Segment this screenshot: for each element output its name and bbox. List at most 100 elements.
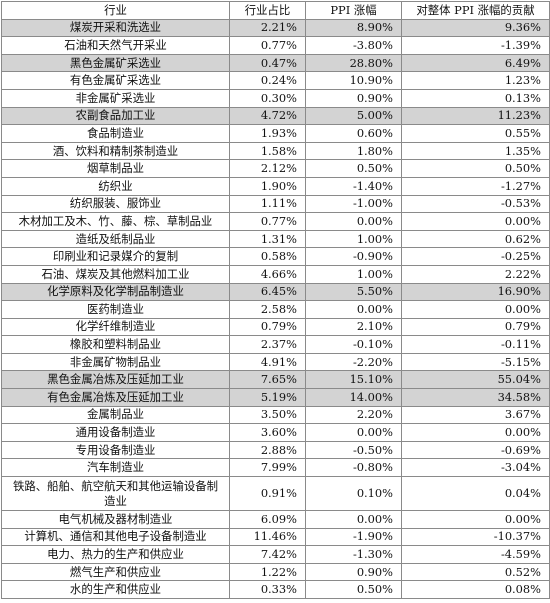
industry-cell: 黑色金属矿采选业 (1, 53, 230, 73)
contribution-cell: 16.90% (401, 282, 550, 302)
contribution-cell: 34.58% (401, 388, 550, 407)
industry-cell: 印刷业和记录媒介的复制 (1, 247, 230, 266)
table-row: 烟草制品业 2.12% 0.50% 0.50% (1, 159, 550, 178)
table-row: 汽车制造业 7.99% -0.80% -3.04% (1, 458, 550, 478)
contribution-cell: -5.15% (401, 352, 550, 372)
contribution-cell: -0.25% (401, 247, 550, 266)
share-cell: 1.31% (229, 229, 306, 249)
industry-cell: 电气机械及器材制造业 (1, 510, 230, 529)
table-body: 煤炭开采和洗选业 2.21% 8.90% 9.36% 石油和天然气开采业 0.77% -3.… (1, 18, 550, 599)
ppi-cell: 0.00% (305, 510, 402, 529)
industry-cell: 纺织服装、服饰业 (1, 194, 230, 214)
ppi-cell: -3.80% (305, 36, 402, 55)
table-row: 橡胶和塑料制品业 2.37% -0.10% -0.11% (1, 335, 550, 354)
ppi-cell: 0.90% (305, 562, 402, 582)
share-cell: 1.58% (229, 141, 306, 161)
ppi-cell: -2.20% (305, 352, 402, 372)
contribution-cell: 0.52% (401, 562, 550, 582)
table-row: 酒、饮料和精制茶制造业 1.58% 1.80% 1.35% (1, 141, 550, 161)
contribution-cell: 0.50% (401, 159, 550, 178)
ppi-cell: 2.20% (305, 405, 402, 425)
table-row: 计算机、通信和其他电子设备制造业 11.46% -1.90% -10.37% (1, 527, 550, 547)
contribution-cell: -0.69% (401, 440, 550, 460)
industry-cell: 专用设备制造业 (1, 440, 230, 460)
industry-cell: 燃气生产和供应业 (1, 562, 230, 582)
industry-cell: 水的生产和供应业 (1, 580, 230, 599)
industry-cell: 食品制造业 (1, 124, 230, 143)
contribution-cell: 1.23% (401, 71, 550, 90)
share-cell: 1.93% (229, 124, 306, 143)
ppi-cell: -0.80% (305, 458, 402, 478)
ppi-cell: -1.30% (305, 545, 402, 564)
contribution-cell: 2.22% (401, 264, 550, 284)
contribution-cell: 9.36% (401, 18, 550, 38)
share-cell: 2.37% (229, 335, 306, 354)
share-cell: 0.77% (229, 212, 306, 231)
industry-cell: 木材加工及木、竹、藤、棕、草制品业 (1, 212, 230, 231)
header-contribution: 对整体 PPI 涨幅的贡献 (401, 1, 550, 20)
share-cell: 7.42% (229, 545, 306, 564)
share-cell: 2.12% (229, 159, 306, 178)
industry-cell: 铁路、船舶、航空航天和其他运输设备制造业 (1, 476, 230, 512)
table-row: 石油和天然气开采业 0.77% -3.80% -1.39% (1, 36, 550, 55)
table-row: 煤炭开采和洗选业 2.21% 8.90% 9.36% (1, 18, 550, 38)
ppi-cell: -1.40% (305, 176, 402, 196)
table-row: 通用设备制造业 3.60% 0.00% 0.00% (1, 423, 550, 442)
industry-cell: 石油、煤炭及其他燃料加工业 (1, 264, 230, 284)
share-cell: 0.47% (229, 53, 306, 73)
industry-cell: 造纸及纸制品业 (1, 229, 230, 249)
share-cell: 4.91% (229, 352, 306, 372)
table-row: 有色金属冶炼及压延加工业 5.19% 14.00% 34.58% (1, 388, 550, 407)
table-row: 纺织服装、服饰业 1.11% -1.00% -0.53% (1, 194, 550, 214)
table-row: 化学纤维制造业 0.79% 2.10% 0.79% (1, 317, 550, 337)
share-cell: 0.24% (229, 71, 306, 90)
contribution-cell: 6.49% (401, 53, 550, 73)
share-cell: 0.30% (229, 88, 306, 108)
ppi-cell: 0.00% (305, 423, 402, 442)
share-cell: 11.46% (229, 527, 306, 547)
industry-cell: 化学纤维制造业 (1, 317, 230, 337)
contribution-cell: 0.62% (401, 229, 550, 249)
contribution-cell: 0.00% (401, 423, 550, 442)
ppi-cell: 8.90% (305, 18, 402, 38)
header-ppi: PPI 涨幅 (305, 1, 402, 20)
contribution-cell: -0.53% (401, 194, 550, 214)
table-row: 印刷业和记录媒介的复制 0.58% -0.90% -0.25% (1, 247, 550, 266)
share-cell: 4.66% (229, 264, 306, 284)
contribution-cell: -3.04% (401, 458, 550, 478)
ppi-cell: 0.90% (305, 88, 402, 108)
ppi-cell: 14.00% (305, 388, 402, 407)
table-row: 金属制品业 3.50% 2.20% 3.67% (1, 405, 550, 425)
industry-cell: 汽车制造业 (1, 458, 230, 478)
industry-cell: 酒、饮料和精制茶制造业 (1, 141, 230, 161)
ppi-cell: 0.00% (305, 212, 402, 231)
contribution-cell: 55.04% (401, 370, 550, 390)
industry-cell: 煤炭开采和洗选业 (1, 18, 230, 38)
table-row: 水的生产和供应业 0.33% 0.50% 0.08% (1, 580, 550, 599)
ppi-cell: 10.90% (305, 71, 402, 90)
ppi-cell: 1.80% (305, 141, 402, 161)
contribution-cell: 0.00% (401, 212, 550, 231)
share-cell: 0.91% (229, 476, 306, 512)
share-cell: 1.90% (229, 176, 306, 196)
contribution-cell: -10.37% (401, 527, 550, 547)
industry-cell: 石油和天然气开采业 (1, 36, 230, 55)
share-cell: 6.45% (229, 282, 306, 302)
share-cell: 7.65% (229, 370, 306, 390)
ppi-cell: 2.10% (305, 317, 402, 337)
table-row: 非金属矿物制品业 4.91% -2.20% -5.15% (1, 352, 550, 372)
contribution-cell: -1.27% (401, 176, 550, 196)
header-industry: 行业 (1, 1, 230, 20)
contribution-cell: -4.59% (401, 545, 550, 564)
table-row: 有色金属矿采选业 0.24% 10.90% 1.23% (1, 71, 550, 90)
ppi-cell: 1.00% (305, 229, 402, 249)
ppi-cell: -0.90% (305, 247, 402, 266)
table-row: 石油、煤炭及其他燃料加工业 4.66% 1.00% 2.22% (1, 264, 550, 284)
industry-cell: 有色金属冶炼及压延加工业 (1, 388, 230, 407)
table-row: 专用设备制造业 2.88% -0.50% -0.69% (1, 440, 550, 460)
table-row: 造纸及纸制品业 1.31% 1.00% 0.62% (1, 229, 550, 249)
ppi-cell: 28.80% (305, 53, 402, 73)
industry-cell: 金属制品业 (1, 405, 230, 425)
contribution-cell: 0.00% (401, 300, 550, 319)
